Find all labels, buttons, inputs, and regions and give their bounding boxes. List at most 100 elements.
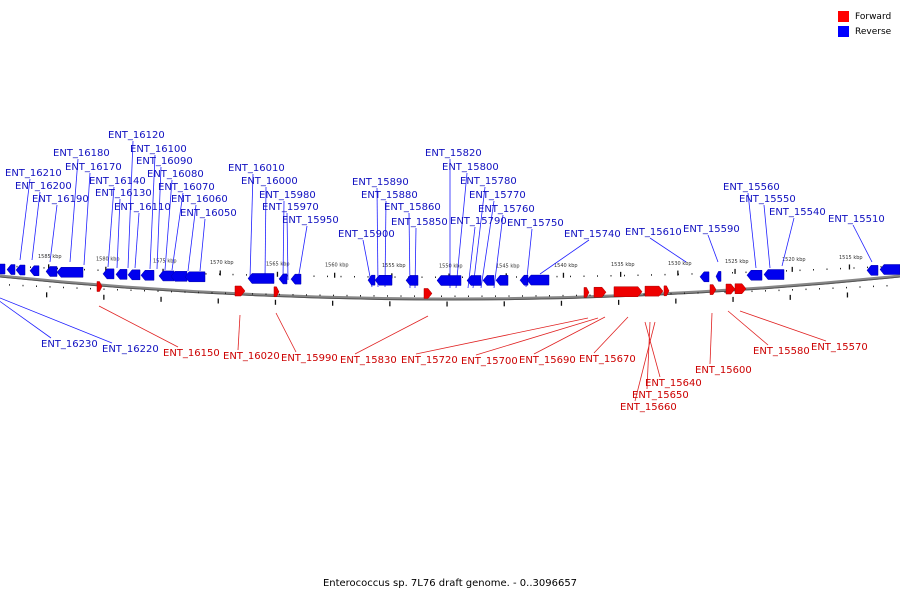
tick-mark: [97, 269, 99, 271]
tick-mark: [880, 265, 882, 268]
leader-line: [49, 204, 58, 263]
reverse-gene-arrow: [290, 273, 302, 285]
tick-mark: [846, 286, 847, 289]
tick-mark: [225, 292, 226, 294]
tick-mark: [792, 289, 793, 291]
leader-line: [533, 316, 606, 355]
forward-gene-label: ENT_15720: [401, 355, 458, 366]
leader-line: [480, 200, 495, 289]
scale-tick-label: 1525 kbp: [725, 259, 749, 265]
leader-line: [199, 218, 206, 272]
reverse-gene-arrow: [436, 275, 462, 286]
leader-line: [69, 158, 79, 263]
tick-mark: [597, 275, 598, 277]
tick-mark: [205, 273, 207, 275]
tick-mark: [435, 276, 436, 278]
tick-mark: [583, 275, 585, 277]
tick-mark: [556, 275, 558, 278]
major-tick-mark: [276, 271, 279, 277]
leader-line: [707, 234, 719, 263]
reverse-gene-label: ENT_15890: [352, 177, 409, 188]
leader-line: [539, 239, 590, 275]
reverse-gene-label: ENT_15560: [723, 182, 780, 193]
tick-mark: [454, 295, 456, 297]
forward-gene-label: ENT_16150: [163, 348, 220, 359]
forward-gene-arrow: [423, 288, 433, 299]
tick-mark: [535, 295, 537, 297]
reverse-gene-arrow: [367, 274, 376, 286]
forward-gene-label: ENT_15690: [519, 355, 576, 366]
reverse-gene-arrow: [495, 275, 509, 286]
scale-tick-label: 1585 kbp: [38, 254, 62, 260]
scale-tick-labels: 1585 kbp 1580 kbp 1575 kbp 1570 kbp 1565 kbp…: [38, 254, 863, 270]
reverse-gene-arrow: [699, 271, 710, 283]
tick-mark: [549, 295, 550, 297]
tick-mark: [36, 285, 37, 287]
tick-mark: [826, 268, 828, 270]
tick-mark: [873, 285, 874, 288]
leader-line: [275, 312, 297, 353]
leader-line: [83, 172, 91, 266]
scale-tick-label: 1570 kbp: [210, 260, 234, 266]
major-tick-mark: [160, 296, 162, 302]
reverse-gene-arrow: [45, 266, 58, 277]
leader-line: [763, 204, 771, 269]
leader-line: [852, 224, 873, 263]
scale-tick-label: 1535 kbp: [611, 262, 635, 268]
forward-leader-lines: [98, 305, 827, 402]
leader-line: [187, 204, 197, 272]
leader-line: [415, 317, 589, 355]
forward-gene-arrow: [273, 286, 280, 298]
major-tick-mark: [389, 301, 391, 307]
leader-line: [156, 166, 162, 270]
tick-mark: [279, 293, 280, 296]
reverse-gene-arrow: [879, 264, 900, 275]
reverse-gene-label: ENT_16170: [65, 162, 122, 173]
tick-mark: [22, 284, 24, 287]
scale-tick-label: 1520 kbp: [782, 257, 806, 263]
scale-tick-label: 1515 kbp: [839, 255, 863, 261]
tick-mark: [360, 294, 361, 297]
reverse-gene-label: ENT_16140: [89, 176, 146, 187]
tick-mark: [367, 276, 369, 278]
tick-mark: [144, 289, 145, 292]
forward-gene-arrow: [663, 285, 670, 297]
reverse-gene-label: ENT_15800: [442, 162, 499, 173]
reverse-gene-label: ENT_16100: [130, 144, 187, 155]
major-tick-mark: [46, 292, 48, 298]
reverse-gene-arrow: [184, 271, 206, 283]
forward-gene-arrow: [593, 286, 607, 298]
leader-line: [286, 212, 289, 281]
tick-mark: [765, 290, 766, 292]
leader-line: [354, 315, 429, 355]
tick-mark: [651, 274, 652, 276]
reverse-gene-arrow: [482, 275, 495, 286]
tick-mark: [16, 265, 18, 268]
tick-mark: [219, 273, 220, 275]
tick-mark: [49, 286, 51, 288]
tick-mark: [84, 268, 85, 271]
tick-mark: [751, 290, 753, 293]
leader-line: [149, 154, 156, 270]
reverse-gene-label: ENT_15880: [361, 190, 418, 201]
tick-mark: [508, 295, 510, 297]
reverse-gene-label: ENT_16070: [158, 182, 215, 193]
leader-line: [19, 178, 31, 261]
leader-line: [282, 200, 285, 281]
tick-mark: [462, 276, 463, 278]
leader-line: [649, 237, 687, 263]
reverse-gene-label: ENT_15590: [683, 224, 740, 235]
tick-mark: [610, 275, 612, 277]
tick-mark: [805, 288, 807, 291]
tick-mark: [117, 288, 118, 291]
tick-mark: [468, 295, 469, 297]
scale-tick-label: 1540 kbp: [554, 263, 578, 269]
tick-mark: [394, 276, 396, 278]
tick-mark: [333, 294, 334, 297]
tick-mark: [637, 274, 639, 277]
tick-mark: [643, 293, 645, 296]
tick-mark: [340, 275, 342, 278]
leader-line: [237, 314, 241, 351]
leader-line: [107, 186, 115, 268]
leader-line: [781, 217, 795, 267]
